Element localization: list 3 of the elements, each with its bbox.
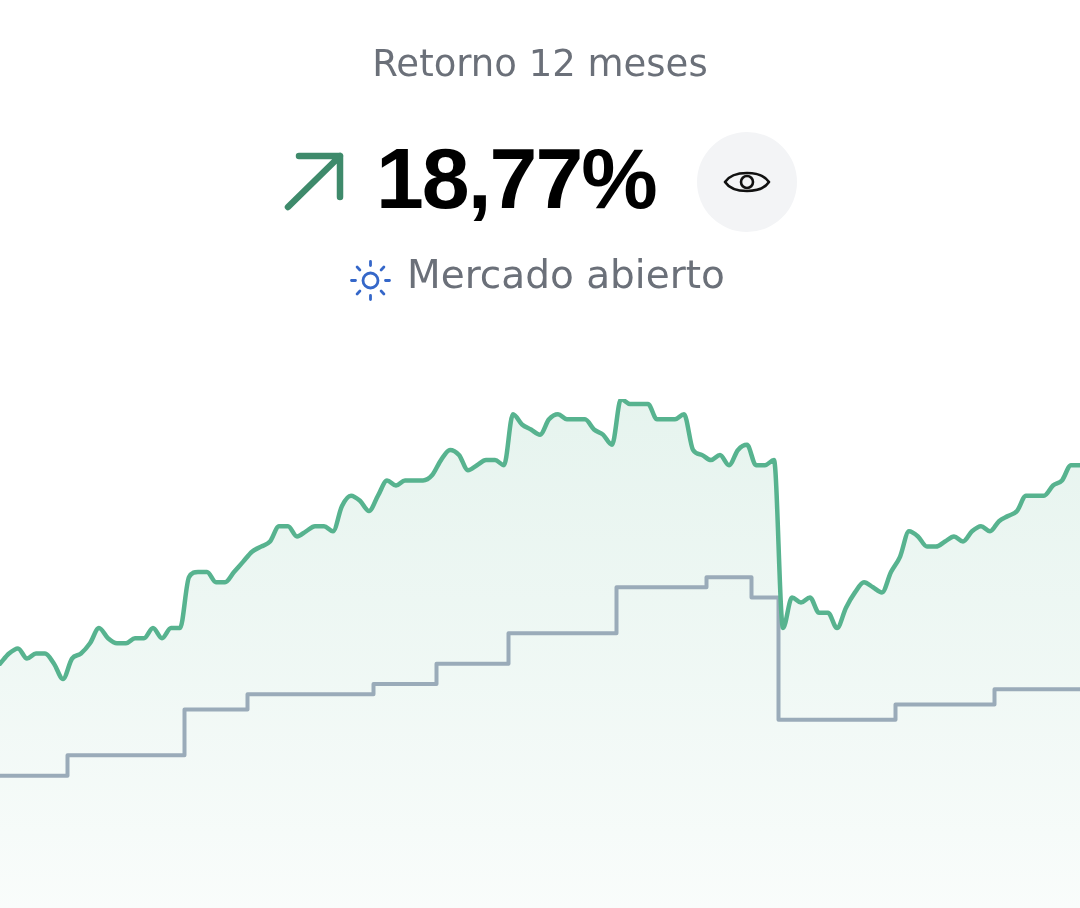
chart-title: Retorno 12 meses [371,41,709,87]
text: Mercado abierto [407,251,725,299]
chart-subtitle: 18,77% [376,129,656,228]
